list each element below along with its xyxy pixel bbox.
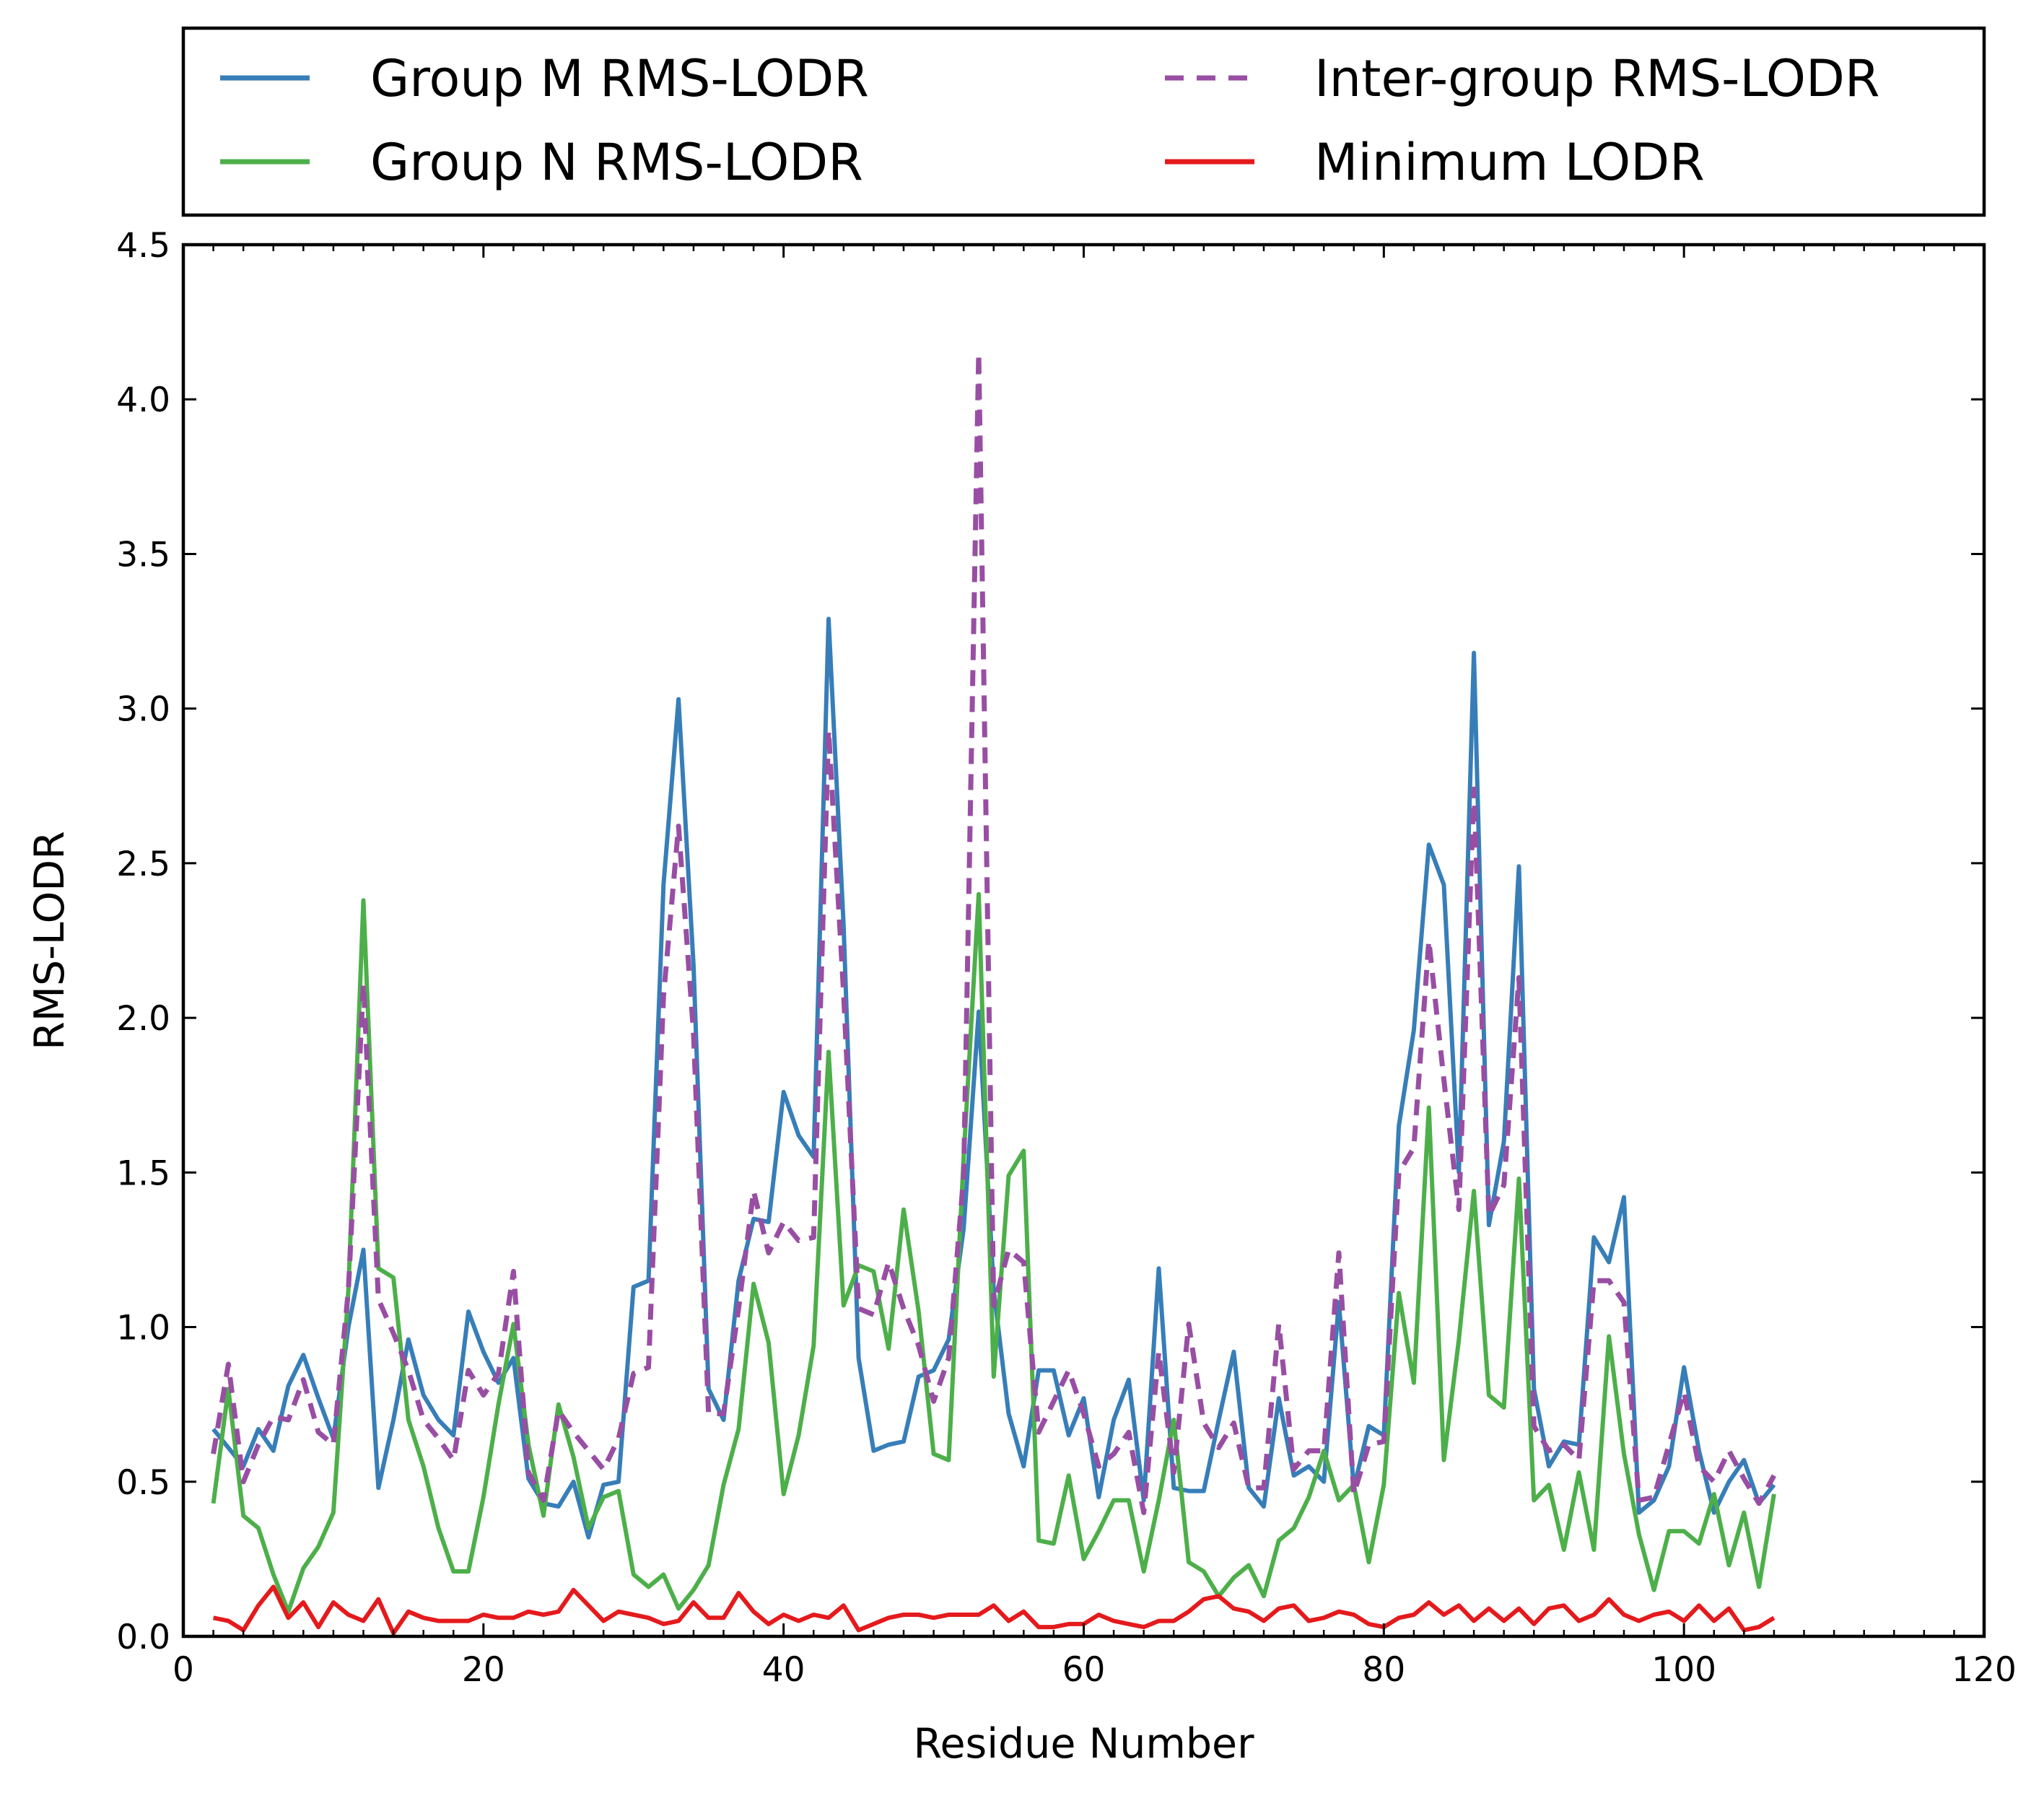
- legend-label: Group M RMS-LODR: [370, 49, 869, 108]
- y-tick-label: 3.0: [116, 690, 170, 730]
- y-tick-label: 4.5: [116, 226, 170, 266]
- y-tick-label: 0.5: [116, 1463, 170, 1503]
- series-line-0: [211, 616, 1776, 1540]
- y-tick-label: 1.0: [116, 1309, 170, 1348]
- x-tick-label: 0: [172, 1650, 194, 1690]
- y-tick-label: 2.5: [116, 845, 170, 884]
- series-layer: [211, 350, 1776, 1636]
- y-tick-label: 0.0: [116, 1618, 170, 1657]
- axis-ticks: 0 20 40 60 80 100 120 0.0 0.5 1.0 1.5 2.0 2.5 3.0 3.5 4…: [116, 226, 2017, 1690]
- series-line-1: [211, 891, 1776, 1614]
- y-tick-label: 3.5: [116, 535, 170, 575]
- legend-label: Group N RMS-LODR: [370, 133, 863, 192]
- x-tick-label: 40: [762, 1650, 805, 1690]
- x-tick-label: 20: [462, 1650, 505, 1690]
- y-tick-label: 1.5: [116, 1153, 170, 1193]
- x-tick-label: 100: [1651, 1650, 1716, 1690]
- x-axis-title: Residue Number: [913, 1720, 1254, 1768]
- legend-label: Minimum LODR: [1314, 133, 1705, 192]
- x-tick-label: 60: [1062, 1650, 1106, 1690]
- y-tick-label: 4.0: [116, 380, 170, 420]
- x-tick-label: 120: [1952, 1650, 2017, 1690]
- series-line-3: [212, 1584, 1776, 1636]
- legend-label: Inter-group RMS-LODR: [1314, 49, 1880, 108]
- series-line-2: [211, 350, 1776, 1516]
- legend: Group M RMS-LODR Inter-group RMS-LODR Grou…: [181, 26, 1986, 217]
- y-tick-label: 2.0: [116, 999, 170, 1039]
- legend-frame: [181, 26, 1986, 217]
- x-tick-label: 80: [1362, 1650, 1405, 1690]
- y-axis-title: RMS-LODR: [26, 831, 74, 1050]
